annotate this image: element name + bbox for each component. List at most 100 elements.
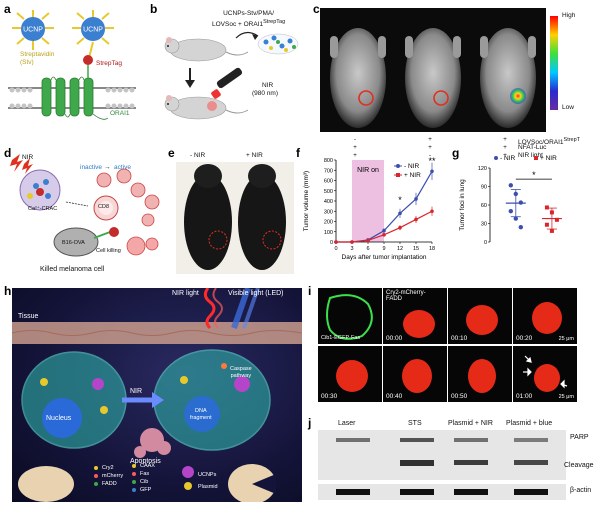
mouse-image-1 bbox=[330, 28, 386, 128]
lightning-icon bbox=[10, 154, 33, 174]
mouse-image-2 bbox=[405, 28, 461, 128]
frame-0: Cry2-mCherry- FADD 00:00 bbox=[383, 288, 447, 344]
pointer-hand-right-icon bbox=[228, 464, 276, 502]
visible-beam-icon bbox=[231, 288, 260, 329]
y-tick-label: 200 bbox=[324, 220, 333, 226]
cd8-cell bbox=[93, 195, 119, 221]
panel-label-i: i bbox=[308, 284, 312, 298]
d-crac-label: Ca²⁺-CRAC bbox=[28, 206, 58, 212]
data-point-1 bbox=[382, 233, 386, 237]
scale-high-label: High bbox=[562, 12, 576, 19]
injection-arrow-icon bbox=[235, 31, 259, 39]
panel-a-schematic: UCNP UCNP bbox=[8, 10, 136, 120]
orai1-label: ORAI1 bbox=[110, 110, 130, 117]
point-0 bbox=[508, 183, 513, 188]
bleb-arrows-icon bbox=[523, 355, 568, 389]
blot-parp bbox=[318, 430, 566, 480]
frame-6: 01:00 25 μm bbox=[513, 346, 577, 402]
cond-r1-c0: + bbox=[353, 144, 357, 151]
legend-label-minus: - NIR bbox=[500, 155, 515, 162]
d-caption: Killed melanoma cell bbox=[40, 266, 105, 273]
ucnp-particle-left: UCNP bbox=[12, 10, 54, 50]
cond-r0-c0: - bbox=[353, 136, 357, 143]
cry2-label: Cry2-mCherry- FADD bbox=[386, 290, 426, 302]
cond-row-label-2: NIR light bbox=[518, 152, 543, 159]
ucnp-particle-right: UCNP bbox=[72, 10, 114, 78]
mice-photo bbox=[176, 162, 294, 274]
frame-1: 00:10 bbox=[448, 288, 512, 344]
y-tick-label: 100 bbox=[324, 230, 333, 236]
apoptosis-blob bbox=[134, 428, 171, 458]
h-legend-left: Cry2 mCherry FADD bbox=[102, 465, 124, 487]
sig-mark: * bbox=[532, 170, 536, 180]
data-point-1 bbox=[398, 225, 402, 230]
h-legend-mid: CAAX Fas Cib GFP bbox=[140, 463, 155, 493]
ts-1: 00:10 bbox=[451, 335, 468, 342]
d-nir-label: NIR bbox=[22, 154, 34, 161]
cell-right bbox=[153, 349, 271, 451]
killed-cell-icon bbox=[126, 236, 159, 256]
y-axis-label: Tumor volume (mm³) bbox=[303, 171, 310, 231]
h-nir-arrow-label: NIR bbox=[130, 388, 143, 395]
data-point-0 bbox=[398, 211, 402, 216]
h-tissue: Tissue bbox=[18, 313, 39, 320]
y-tick-label: 600 bbox=[324, 179, 333, 185]
h-legend-right: UCNPs Plasmid bbox=[198, 472, 218, 490]
nanoparticle-cluster bbox=[257, 33, 299, 55]
panel-label-b: b bbox=[150, 2, 158, 16]
legend-molecule-icons bbox=[94, 464, 194, 492]
nir-beam-icon bbox=[203, 288, 223, 330]
y-tick-label: 120 bbox=[478, 166, 487, 172]
x-axis-label: Days after tumor implantation bbox=[342, 254, 427, 261]
y-axis-label: Tumor foci in lung bbox=[459, 179, 466, 231]
lane-label-1: STS bbox=[408, 420, 422, 427]
d-cd8-label: CD8 bbox=[98, 204, 110, 210]
nir-on-label: NIR on bbox=[357, 167, 379, 174]
lane-label-2: Plasmid + NIR bbox=[448, 420, 493, 427]
ts-3: 00:30 bbox=[321, 393, 338, 400]
point-0 bbox=[518, 225, 523, 230]
h-caspase: Caspase pathway bbox=[230, 366, 252, 379]
h-apoptosis: Apoptosis bbox=[130, 458, 161, 465]
data-point-0 bbox=[430, 169, 434, 174]
tumor-volume-chart: NIR on 0 100 200 300 400 500 600 700 800 0 3 6 9 12 15 1… bbox=[303, 156, 436, 261]
panel-h-illustration: NIR light Visible light (LED) Tissue NIR… bbox=[12, 288, 302, 502]
streptavidin-label: Streptavidin (Stv) bbox=[20, 51, 55, 66]
data-point-1 bbox=[430, 209, 434, 214]
cell-left bbox=[21, 351, 127, 449]
y-tick-label: 0 bbox=[484, 240, 487, 246]
cond-r0-c2: + bbox=[503, 136, 507, 143]
y-tick-label: 30 bbox=[481, 222, 487, 228]
sig-mark-2: ** bbox=[428, 156, 436, 166]
legend-label-plus: + NIR bbox=[540, 155, 557, 162]
h-dna: DNA fragment bbox=[190, 408, 212, 421]
panel-label-c: c bbox=[313, 2, 320, 16]
x-tick-label: 18 bbox=[429, 246, 435, 252]
x-tick-label: 15 bbox=[413, 246, 419, 252]
nir-laser-pen-icon bbox=[211, 67, 243, 99]
legend-dot-minus bbox=[494, 156, 498, 160]
x-tick-label: 6 bbox=[366, 246, 369, 252]
data-point-1 bbox=[366, 238, 370, 243]
y-tick-label: 90 bbox=[481, 185, 487, 191]
h-visible-light: Visible light (LED) bbox=[228, 290, 284, 297]
luminescence-scale-bar bbox=[550, 16, 558, 110]
y-tick-label: 800 bbox=[324, 158, 333, 164]
tissue-layer bbox=[12, 322, 302, 344]
streptag-dot bbox=[83, 55, 93, 65]
frame-cib: Cib1-EGFP-Fas bbox=[318, 288, 382, 344]
parp-label: PARP bbox=[570, 434, 589, 441]
scale-label-top: 25 μm bbox=[558, 336, 574, 342]
data-point-1 bbox=[414, 217, 418, 222]
panel-b-mice-schematic bbox=[164, 31, 299, 120]
ts-0: 00:00 bbox=[386, 335, 403, 342]
point-1 bbox=[549, 210, 554, 215]
legend-label-plus: + NIR bbox=[404, 172, 421, 179]
data-point-0 bbox=[414, 197, 418, 201]
panel-label-g: g bbox=[452, 146, 460, 160]
panel-d-schematic bbox=[10, 154, 160, 257]
bioluminescence-image bbox=[320, 8, 546, 132]
h-nucleus: Nucleus bbox=[46, 415, 72, 422]
x-tick-label: 12 bbox=[397, 246, 403, 252]
d-inactive-label: inactive bbox=[80, 164, 103, 171]
